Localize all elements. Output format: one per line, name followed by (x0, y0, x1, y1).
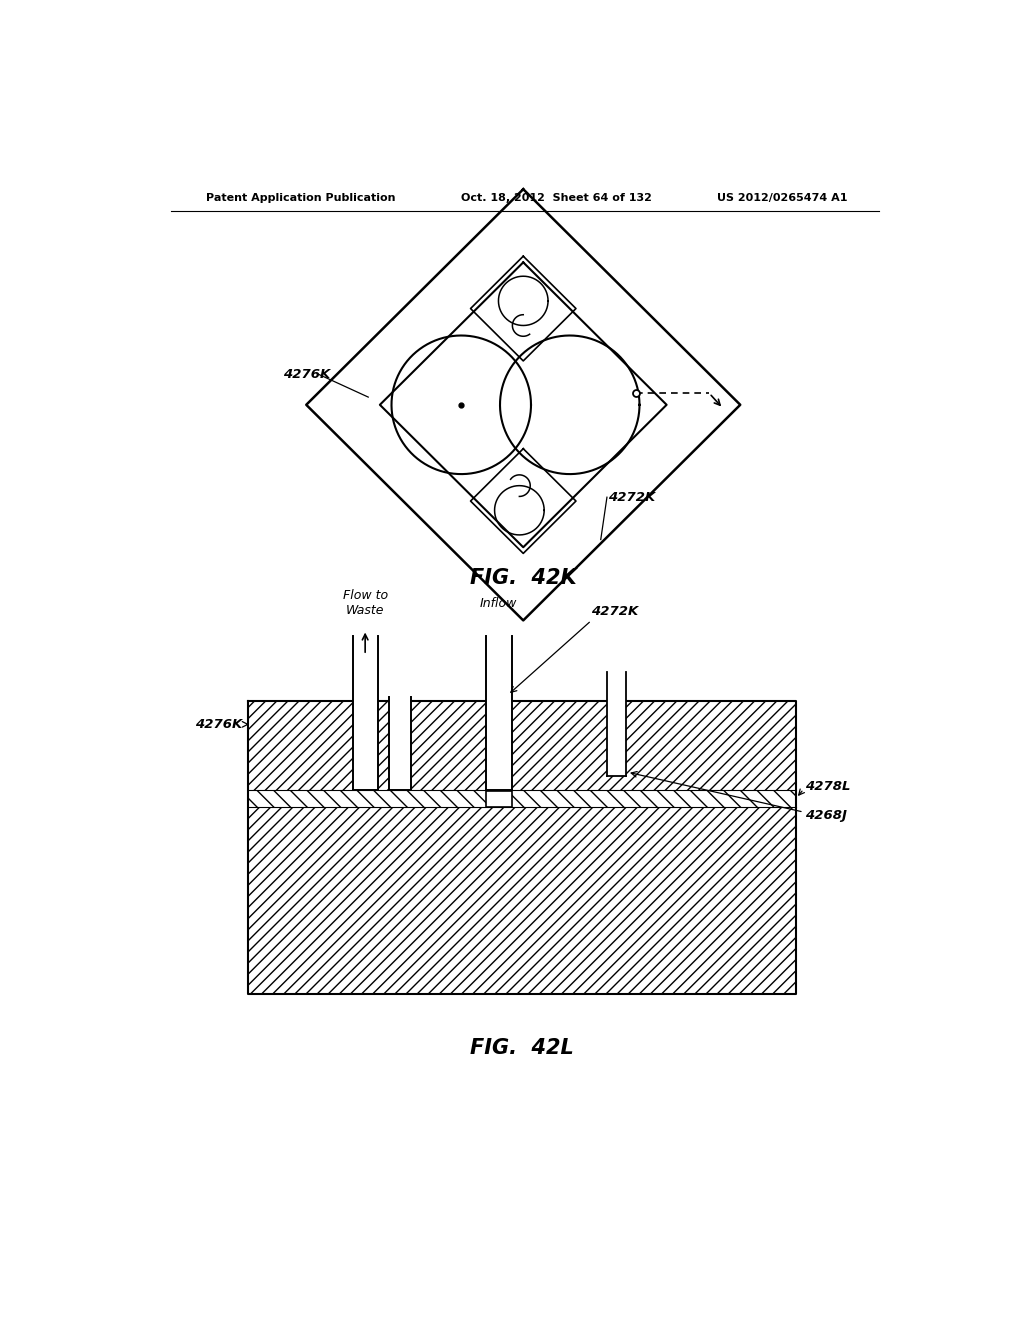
Text: FIG.  42L: FIG. 42L (470, 1038, 574, 1057)
Text: 4272K: 4272K (608, 491, 655, 504)
Bar (486, 792, 512, 807)
Text: Inflow: Inflow (480, 598, 517, 610)
Bar (248, 807, 796, 994)
Text: 4268J: 4268J (805, 809, 847, 822)
Text: US 2012/0265474 A1: US 2012/0265474 A1 (717, 194, 848, 203)
Text: 4272K: 4272K (592, 605, 639, 618)
Text: Patent Application Publication: Patent Application Publication (206, 194, 395, 203)
Text: 4276K: 4276K (195, 718, 242, 731)
Text: Oct. 18, 2012  Sheet 64 of 132: Oct. 18, 2012 Sheet 64 of 132 (461, 194, 652, 203)
Text: 4276K: 4276K (283, 367, 331, 380)
Bar (352, 636, 378, 789)
Text: FIG.  42K: FIG. 42K (470, 568, 577, 587)
Bar (607, 672, 626, 776)
Bar (248, 789, 796, 807)
Bar (486, 636, 512, 789)
Bar (248, 701, 796, 789)
Text: Flow to
Waste: Flow to Waste (343, 589, 388, 616)
Text: 4278L: 4278L (805, 780, 851, 793)
Bar (389, 697, 411, 789)
